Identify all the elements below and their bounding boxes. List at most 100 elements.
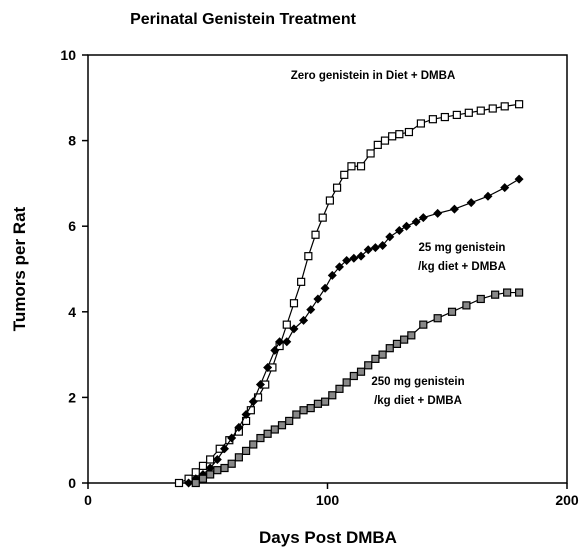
- x-axis-label: Days Post DMBA: [259, 528, 397, 547]
- point: [428, 115, 437, 124]
- y-tick-label: 4: [68, 304, 76, 320]
- point: [299, 315, 309, 325]
- point: [419, 320, 428, 329]
- chart-title: Perinatal Genistein Treatment: [130, 11, 357, 28]
- point: [248, 397, 258, 407]
- point: [206, 455, 215, 464]
- point: [318, 213, 327, 222]
- point: [313, 294, 323, 304]
- point: [514, 100, 524, 109]
- point: [212, 454, 222, 464]
- point: [380, 136, 390, 145]
- point: [220, 444, 230, 454]
- point: [388, 132, 397, 141]
- point: [241, 446, 251, 455]
- y-tick-label: 10: [60, 47, 76, 63]
- point: [289, 299, 299, 308]
- point: [514, 288, 524, 297]
- point: [275, 337, 285, 347]
- point: [349, 371, 358, 381]
- point: [256, 433, 265, 443]
- point: [213, 466, 222, 475]
- point: [464, 108, 473, 117]
- point: [342, 378, 351, 387]
- point: [411, 217, 421, 227]
- series-line: [188, 178, 520, 484]
- point: [306, 305, 316, 315]
- series-line: [178, 103, 520, 484]
- annotation: /kg diet + DMBA: [418, 261, 506, 273]
- point: [418, 213, 428, 223]
- point: [325, 196, 334, 205]
- point: [371, 354, 380, 363]
- point: [447, 307, 457, 316]
- point: [462, 301, 471, 310]
- point: [363, 245, 373, 255]
- point: [356, 251, 366, 261]
- point: [452, 110, 461, 120]
- point: [227, 433, 237, 443]
- point: [263, 429, 272, 438]
- point: [378, 240, 388, 250]
- point: [198, 474, 208, 483]
- point: [206, 470, 215, 479]
- x-tick-label: 200: [555, 492, 579, 508]
- y-axis-label: Tumors per Rat: [10, 206, 29, 331]
- annotation: /kg diet + DMBA: [374, 395, 462, 407]
- point: [385, 232, 395, 242]
- point: [433, 314, 442, 323]
- point: [321, 397, 330, 406]
- point: [407, 331, 416, 340]
- point: [285, 416, 294, 426]
- point: [191, 478, 200, 488]
- point: [503, 288, 512, 297]
- point: [241, 410, 251, 420]
- point: [400, 335, 409, 344]
- point: [364, 361, 373, 370]
- point: [184, 478, 194, 488]
- point: [320, 283, 330, 293]
- point: [466, 198, 476, 208]
- point: [385, 344, 394, 353]
- point: [289, 324, 299, 334]
- point: [277, 421, 287, 430]
- point: [402, 221, 412, 231]
- point: [270, 425, 279, 434]
- annotation: 25 mg genistein: [419, 242, 506, 254]
- point: [174, 478, 184, 488]
- point: [335, 384, 344, 393]
- point: [234, 422, 244, 432]
- point: [491, 290, 500, 299]
- point: [297, 277, 306, 286]
- point: [366, 149, 375, 158]
- point: [483, 191, 493, 201]
- point: [404, 127, 414, 137]
- point: [433, 208, 443, 218]
- point: [205, 463, 215, 473]
- annotation: 250 mg genistein: [371, 376, 464, 388]
- point: [500, 183, 510, 193]
- point: [373, 140, 382, 149]
- point: [311, 230, 320, 239]
- point: [340, 170, 349, 179]
- point: [299, 406, 308, 415]
- point: [304, 252, 313, 261]
- point: [328, 391, 337, 400]
- point: [356, 367, 366, 376]
- point: [282, 320, 291, 329]
- point: [263, 362, 273, 372]
- point: [476, 294, 485, 304]
- point: [220, 463, 229, 473]
- point: [292, 410, 301, 419]
- point: [255, 380, 265, 390]
- x-tick-label: 100: [316, 492, 340, 508]
- point: [313, 399, 323, 408]
- y-tick-label: 0: [68, 475, 76, 491]
- point: [342, 255, 352, 265]
- y-tick-label: 6: [68, 218, 76, 234]
- point: [356, 162, 366, 171]
- point: [349, 253, 359, 263]
- point: [440, 112, 449, 122]
- x-tick-label: 0: [84, 492, 92, 508]
